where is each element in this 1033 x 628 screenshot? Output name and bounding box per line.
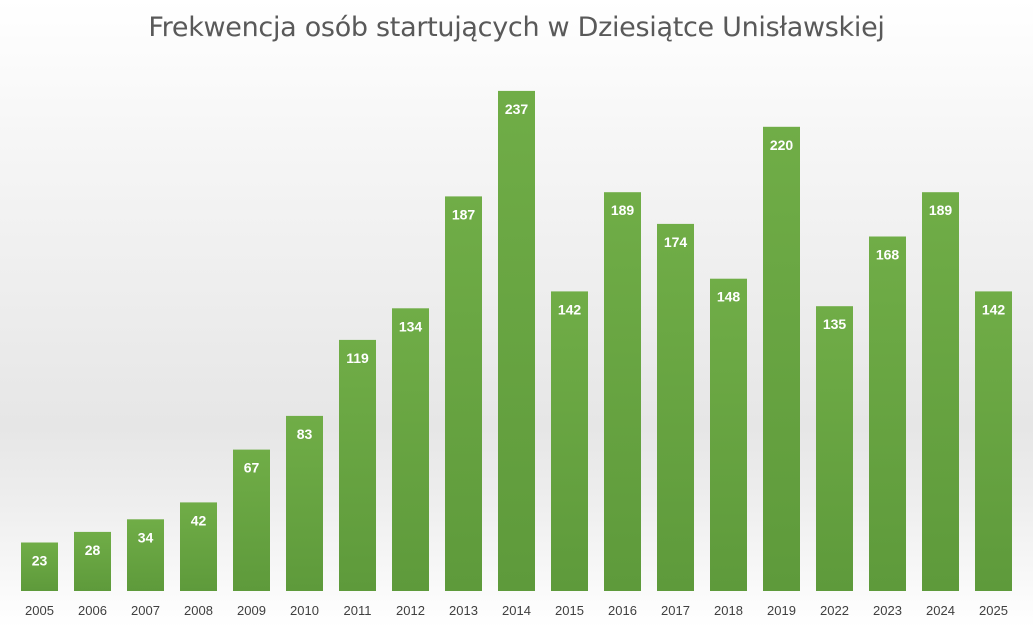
data-label-2009: 67: [244, 460, 260, 476]
bar-2008: [180, 502, 217, 591]
bar-2006: [74, 531, 111, 591]
x-tick-label-2024: 2024: [926, 603, 955, 618]
x-tick-label-2017: 2017: [661, 603, 690, 618]
x-tick-label-2005: 2005: [25, 603, 54, 618]
data-label-2022: 135: [823, 316, 847, 332]
bar-2019: [763, 126, 800, 592]
data-label-2019: 220: [770, 137, 794, 153]
bar-2017: [657, 223, 694, 591]
data-label-2011: 119: [346, 350, 369, 366]
bar-2014: [498, 90, 535, 592]
data-label-2016: 189: [611, 202, 635, 218]
x-axis-ticks: 2005 2006 2007 2008 2009 2010 2011 2012 2013 2014…: [25, 603, 1008, 618]
x-tick-label-2023: 2023: [873, 603, 902, 618]
data-label-2012: 134: [399, 318, 423, 334]
bar-2022: [816, 306, 853, 591]
bars-group: 23 28 34 42 67 83 119 134 187 237 142 189 174 148 220 1…: [21, 90, 1012, 592]
x-tick-label-2006: 2006: [78, 603, 107, 618]
bar-2013: [445, 196, 482, 591]
bar-2024: [922, 192, 959, 591]
x-tick-label-2011: 2011: [344, 603, 372, 618]
data-label-2023: 168: [876, 247, 900, 263]
x-tick-label-2014: 2014: [502, 603, 531, 618]
chart-title: Frekwencja osób startujących w Dziesiątc…: [148, 12, 885, 43]
bar-2011: [339, 339, 376, 591]
x-tick-label-2013: 2013: [449, 603, 478, 618]
bar-2005: [21, 542, 58, 591]
data-label-2008: 42: [191, 512, 207, 528]
x-tick-label-2025: 2025: [979, 603, 1008, 618]
x-tick-label-2008: 2008: [184, 603, 213, 618]
data-label-2014: 237: [505, 101, 529, 117]
x-tick-label-2015: 2015: [555, 603, 584, 618]
data-label-2018: 148: [717, 289, 741, 305]
data-label-2025: 142: [982, 301, 1006, 317]
data-label-2005: 23: [32, 553, 48, 569]
data-label-2015: 142: [558, 301, 582, 317]
x-tick-label-2022: 2022: [820, 603, 849, 618]
bar-2009: [233, 449, 270, 591]
x-tick-label-2016: 2016: [608, 603, 637, 618]
data-label-2010: 83: [297, 426, 313, 442]
bar-2025: [975, 291, 1012, 591]
data-label-2006: 28: [85, 542, 101, 558]
x-tick-label-2007: 2007: [131, 603, 160, 618]
bar-2010: [286, 415, 323, 591]
bar-2015: [551, 291, 588, 591]
x-tick-label-2018: 2018: [714, 603, 743, 618]
bar-2016: [604, 192, 641, 591]
bar-2018: [710, 278, 747, 591]
data-label-2007: 34: [138, 529, 154, 545]
x-tick-label-2010: 2010: [290, 603, 319, 618]
data-label-2013: 187: [452, 206, 476, 222]
bar-2012: [392, 308, 429, 591]
data-label-2017: 174: [664, 234, 688, 250]
data-label-2024: 189: [929, 202, 953, 218]
x-tick-label-2019: 2019: [767, 603, 796, 618]
x-tick-label-2012: 2012: [396, 603, 425, 618]
x-tick-label-2009: 2009: [237, 603, 266, 618]
bar-2007: [127, 519, 164, 591]
bar-2023: [869, 236, 906, 591]
